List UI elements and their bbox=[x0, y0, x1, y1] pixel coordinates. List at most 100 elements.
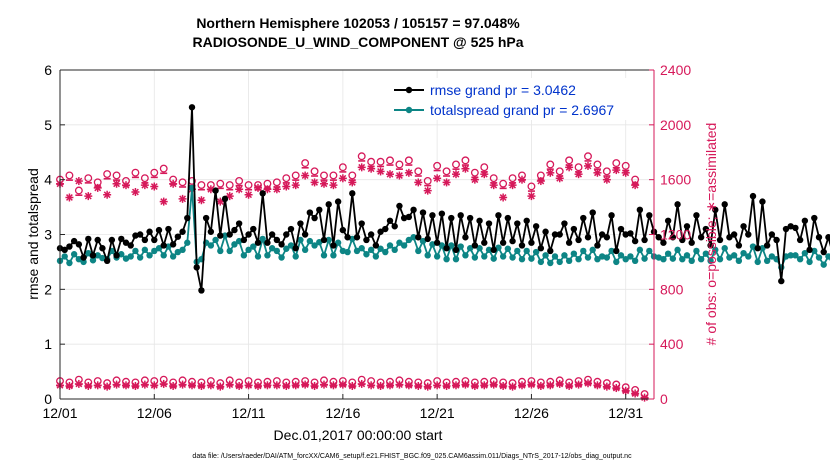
spread-point bbox=[499, 253, 507, 260]
obs-star-d2 bbox=[207, 185, 215, 193]
rmse-point bbox=[773, 236, 780, 244]
spread-point bbox=[169, 253, 177, 260]
spread-point bbox=[707, 257, 714, 265]
spread-point bbox=[433, 253, 441, 260]
obs-star-d2 bbox=[122, 381, 130, 389]
rmse-point bbox=[556, 231, 563, 238]
spread-point bbox=[490, 255, 497, 262]
spread-point bbox=[627, 253, 634, 260]
obs-possible-marker bbox=[386, 156, 394, 166]
obs-assimilated-marker bbox=[65, 381, 74, 390]
spread-point bbox=[669, 255, 677, 262]
rmse-point bbox=[212, 187, 219, 194]
spread-point bbox=[212, 236, 219, 244]
obs-possible-marker bbox=[452, 160, 460, 170]
rmse-point bbox=[801, 217, 809, 224]
spread-point bbox=[485, 246, 493, 254]
rmse-point bbox=[99, 245, 106, 252]
rmse-point bbox=[155, 226, 163, 234]
rmse-point bbox=[103, 257, 111, 265]
rmse-point bbox=[66, 243, 73, 250]
obs-assimilated-marker bbox=[602, 175, 611, 184]
rmse-point bbox=[655, 234, 662, 241]
spread-point bbox=[297, 236, 304, 244]
spread-point bbox=[528, 255, 535, 262]
obs-assimilated-marker bbox=[263, 381, 272, 390]
obs-assimilated-marker bbox=[291, 181, 300, 190]
y-right-tick-label: 1600 bbox=[660, 172, 691, 188]
obs-possible-marker bbox=[74, 186, 83, 197]
rmse-point bbox=[429, 212, 436, 219]
rmse-point bbox=[80, 254, 87, 261]
spread-point bbox=[537, 258, 545, 266]
rmse-point bbox=[598, 231, 606, 238]
rmse-point bbox=[443, 245, 450, 252]
rmse-point bbox=[811, 214, 818, 222]
spread-point bbox=[146, 252, 153, 259]
legend-rmse-label: rmse grand pr = 3.0462 bbox=[430, 82, 576, 98]
rmse-point bbox=[118, 235, 125, 243]
spread-point bbox=[424, 252, 431, 259]
rmse-point bbox=[141, 236, 149, 244]
rmse-point bbox=[702, 225, 710, 233]
rmse-point bbox=[349, 190, 356, 197]
y-right-tick-label: 400 bbox=[660, 336, 684, 352]
obs-assimilated-marker bbox=[631, 181, 640, 190]
obs-possible-ring bbox=[338, 163, 347, 172]
obs-assimilated-marker bbox=[461, 164, 470, 173]
obs-possible-ring bbox=[414, 167, 423, 176]
spread-point bbox=[457, 243, 464, 250]
spread-point bbox=[66, 259, 73, 267]
y-left-tick-label: 4 bbox=[44, 172, 52, 188]
rmse-point bbox=[386, 217, 394, 224]
obs-possible-marker bbox=[395, 160, 404, 170]
rmse-point bbox=[707, 242, 714, 249]
obs-star-d2 bbox=[603, 383, 611, 391]
obs-assimilated-marker bbox=[621, 168, 630, 177]
obs-star-d2 bbox=[556, 174, 564, 182]
x-tick-label: 12/21 bbox=[420, 405, 455, 421]
obs-star-d2 bbox=[358, 163, 366, 171]
obs-assimilated-marker bbox=[65, 193, 74, 202]
spread-point bbox=[613, 258, 620, 266]
obs-star-d2 bbox=[348, 178, 356, 186]
footer-data-file: data file: /Users/raeder/DAI/ATM_forcXX/… bbox=[192, 453, 632, 460]
obs-star-d2 bbox=[65, 382, 73, 390]
spread-point bbox=[278, 254, 285, 261]
obs-star-d2 bbox=[263, 381, 271, 389]
obs-star-d2 bbox=[461, 165, 469, 173]
obs-assimilated-marker bbox=[122, 381, 130, 390]
rmse-point bbox=[683, 223, 691, 230]
obs-star-d2 bbox=[565, 163, 573, 171]
spread-point bbox=[518, 255, 526, 263]
rmse-point bbox=[221, 195, 229, 203]
rmse-point bbox=[528, 239, 535, 246]
obs-assimilated-marker bbox=[197, 196, 206, 205]
obs-assimilated-marker bbox=[508, 382, 517, 391]
rmse-point bbox=[85, 235, 92, 243]
obs-assimilated-marker bbox=[367, 381, 376, 390]
rmse-point bbox=[254, 239, 262, 246]
rmse-point bbox=[627, 230, 634, 237]
obs-possible-ring bbox=[103, 170, 112, 179]
spread-point bbox=[641, 255, 648, 262]
obs-assimilated-marker bbox=[480, 170, 489, 179]
spread-point bbox=[448, 242, 455, 249]
obs-star-d2 bbox=[622, 387, 630, 395]
rmse-point bbox=[603, 234, 611, 241]
rmse-point bbox=[287, 225, 295, 233]
rmse-point bbox=[575, 236, 582, 244]
rmse-point bbox=[532, 223, 540, 230]
rmse-point bbox=[94, 236, 101, 244]
obs-star-d2 bbox=[641, 394, 649, 402]
spread-point bbox=[382, 248, 389, 256]
spread-point bbox=[471, 254, 479, 261]
spread-point bbox=[556, 258, 563, 266]
obs-assimilated-marker bbox=[131, 188, 140, 197]
obs-star-d2 bbox=[405, 169, 413, 177]
rmse-point bbox=[726, 234, 733, 241]
obs-assimilated-marker bbox=[254, 381, 262, 390]
obs-star-d2 bbox=[499, 194, 507, 201]
obs-assimilated-marker bbox=[404, 381, 413, 390]
